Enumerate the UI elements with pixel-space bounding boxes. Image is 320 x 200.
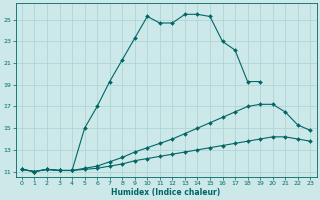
X-axis label: Humidex (Indice chaleur): Humidex (Indice chaleur) xyxy=(111,188,221,197)
